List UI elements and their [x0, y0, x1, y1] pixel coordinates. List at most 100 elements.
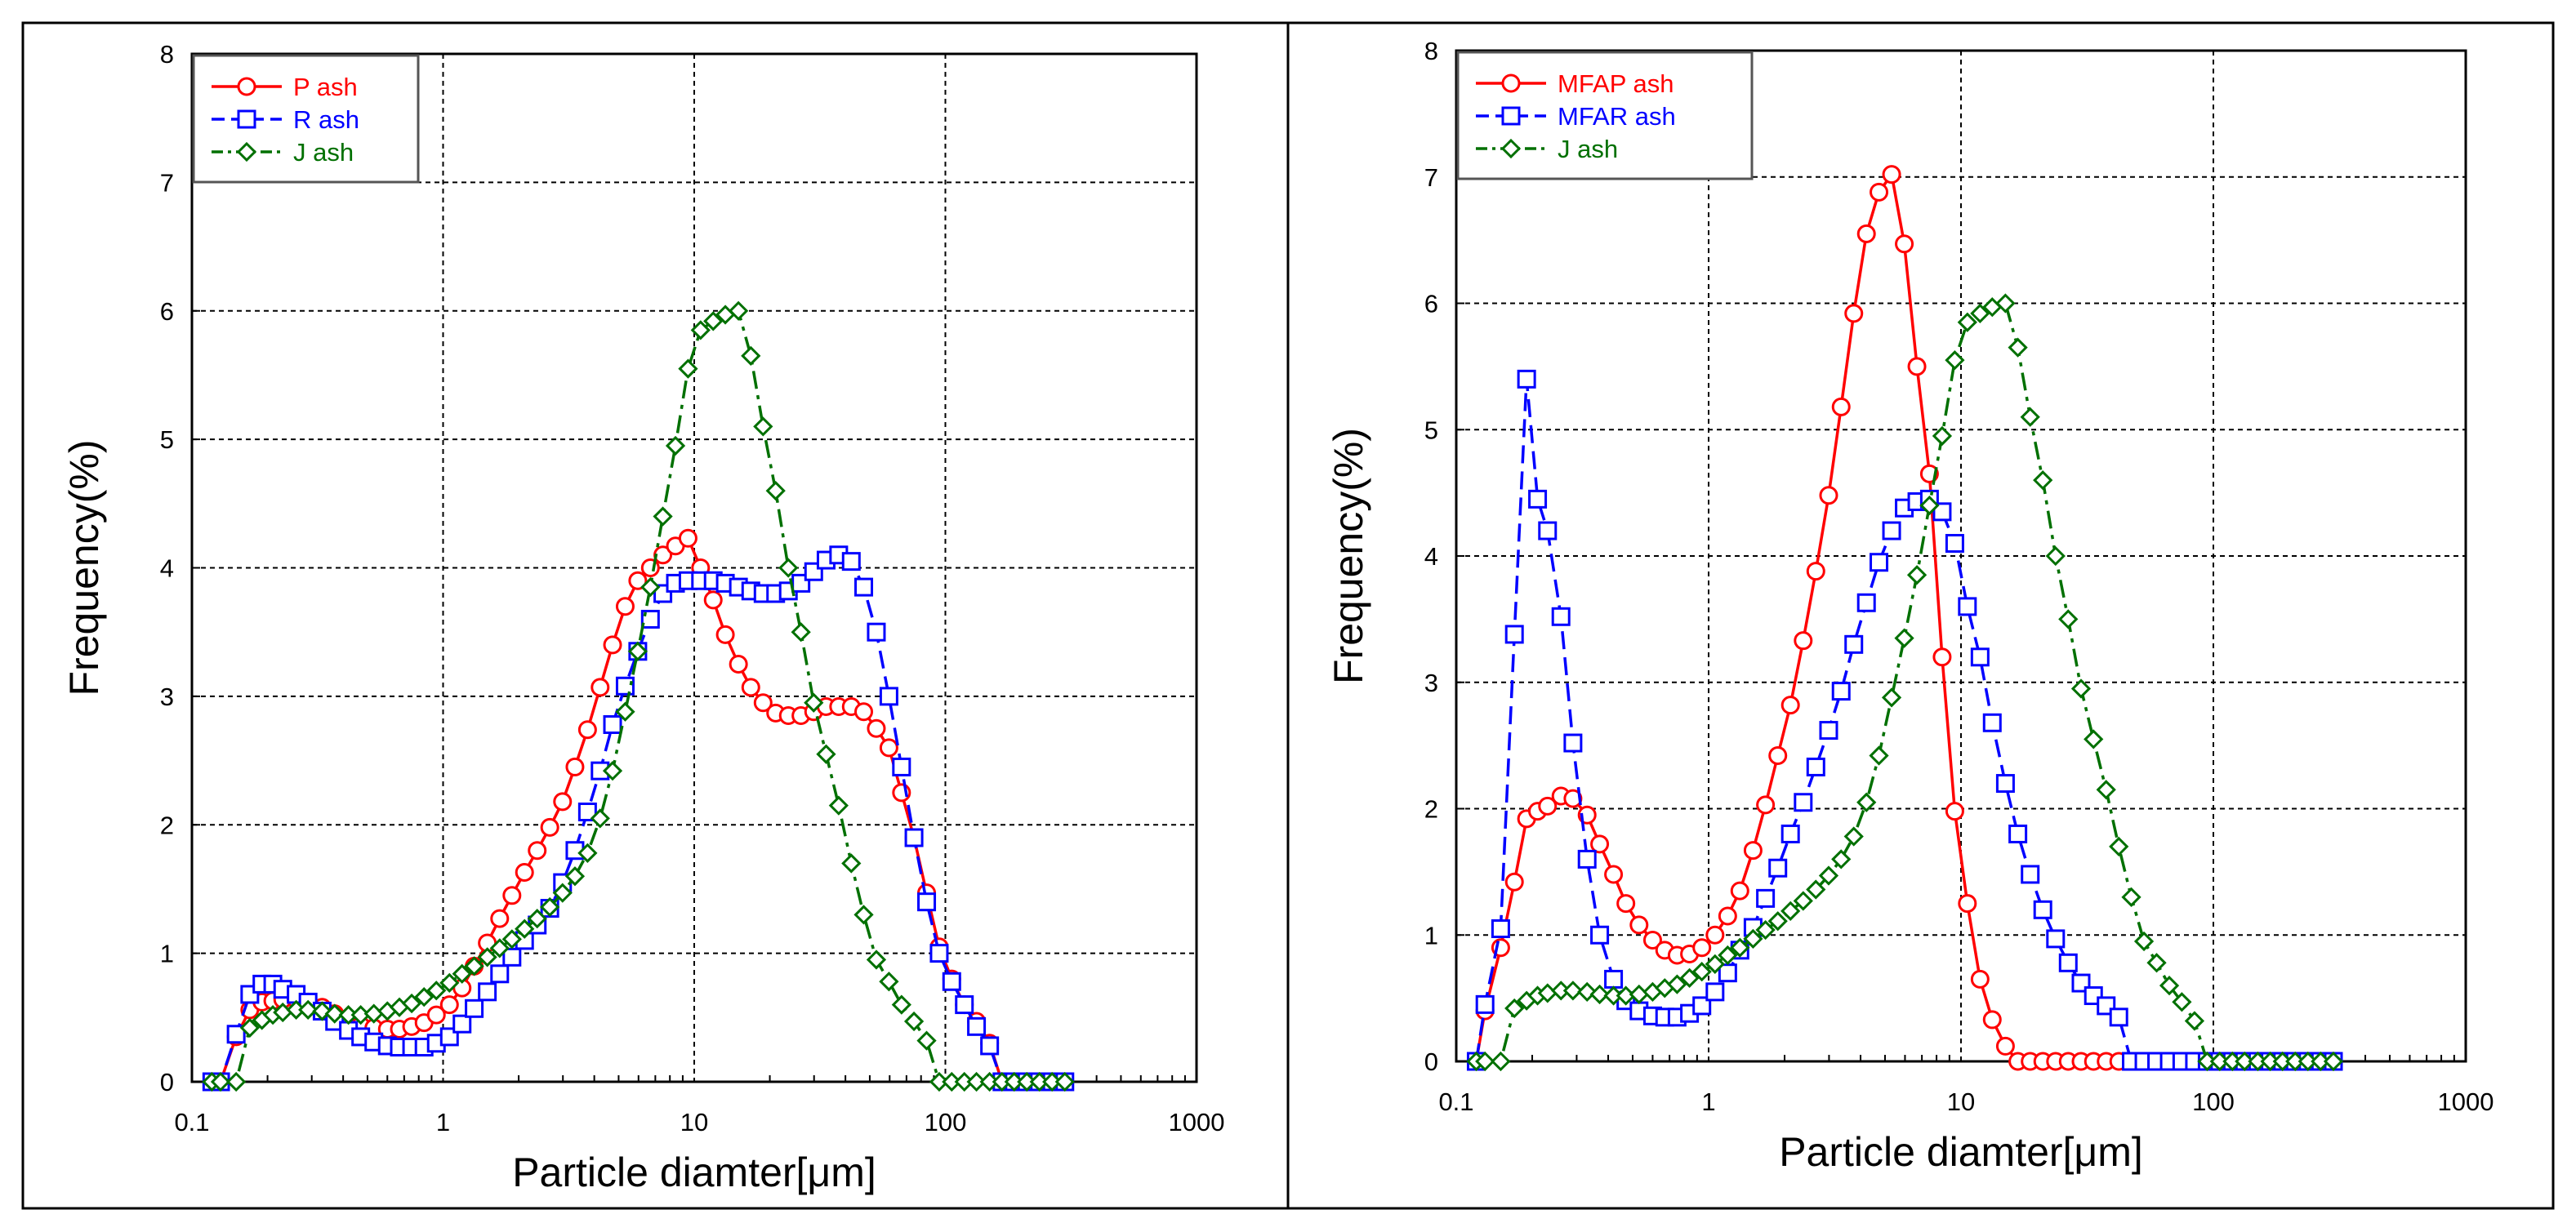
data-point [2109, 836, 2129, 857]
x-tick-label: 1000 [1169, 1108, 1225, 1136]
data-point [465, 998, 484, 1018]
data-point [452, 963, 472, 984]
data-point [866, 950, 887, 970]
legend-marker [1501, 106, 1521, 126]
data-point [627, 641, 648, 661]
data-point [324, 1003, 345, 1024]
x-axis-label: Particle diamter[μm] [1779, 1129, 2143, 1175]
y-tick-label: 0 [1424, 1047, 1438, 1076]
x-tick-label: 100 [2192, 1087, 2235, 1116]
data-point [1538, 521, 1558, 540]
data-point [2311, 1051, 2331, 1072]
data-point [553, 792, 573, 812]
data-point [891, 994, 911, 1015]
data-point [879, 972, 899, 992]
data-point [892, 757, 911, 776]
data-point [703, 590, 723, 610]
data-point [2172, 992, 2192, 1012]
data-point [741, 345, 761, 366]
data-point [2033, 900, 2052, 919]
y-tick-label: 4 [1424, 542, 1438, 571]
data-point [1616, 894, 1636, 914]
legend-marker [237, 77, 256, 96]
data-point [1844, 634, 1864, 654]
legend-label: MFAR ash [1558, 102, 1676, 131]
data-point [298, 999, 319, 1020]
data-point [2084, 729, 2104, 749]
data-point [1730, 937, 1750, 958]
data-point [1504, 998, 1525, 1019]
data-point [879, 738, 898, 758]
data-point [1894, 628, 1914, 648]
series-j-ash [202, 300, 1075, 1092]
data-point [1945, 802, 1964, 821]
data-point [1818, 865, 1839, 886]
legend-item: J ash [212, 138, 354, 167]
data-point [1563, 733, 1583, 753]
data-point [1743, 928, 1763, 950]
chart-panel-left: 0 1 2 3 4 5 6 7 8 0.1 1 10 100 1000 Particle diamter[μ… [61, 40, 1224, 1195]
data-point [1743, 841, 1763, 861]
legend: P ash R ash J ash [192, 54, 420, 184]
data-point [1882, 165, 1901, 185]
data-point [2121, 887, 2141, 907]
data-point [1819, 721, 1838, 741]
data-point [703, 311, 724, 331]
data-point [1819, 486, 1838, 505]
data-point [841, 853, 862, 874]
data-point [1517, 369, 1536, 389]
data-point [414, 987, 435, 1007]
data-point [1705, 982, 1725, 1002]
data-point [1705, 925, 1725, 945]
data-point [490, 964, 510, 984]
y-tick-label: 7 [160, 168, 174, 197]
chart-panel-right: 0 1 2 3 4 5 6 7 8 0.1 1 10 100 1000 Particle diamter[μ… [1326, 37, 2494, 1175]
data-point [1995, 774, 2015, 794]
data-point [778, 558, 799, 578]
data-point [841, 552, 861, 572]
data-point [1042, 1071, 1063, 1092]
data-point [1705, 954, 1725, 974]
legend-item: P ash [212, 73, 358, 101]
x-axis-label: Particle diamter[μm] [512, 1150, 876, 1195]
y-tick-label: 1 [160, 940, 174, 968]
y-axis-label: Frequency(%) [1326, 428, 1371, 684]
data-point [1945, 350, 1965, 371]
data-point [501, 929, 522, 950]
data-point [1718, 906, 1737, 926]
y-tick-label: 5 [1424, 416, 1438, 444]
data-point [489, 938, 510, 958]
data-point [903, 1011, 925, 1032]
data-point [1577, 849, 1597, 869]
data-point [1831, 849, 1852, 870]
data-point [2109, 1007, 2128, 1027]
data-point [1831, 397, 1851, 416]
y-axis-label: Frequency(%) [61, 440, 107, 696]
data-point [715, 625, 735, 644]
data-point [401, 993, 422, 1014]
y-tick-label: 5 [160, 425, 174, 454]
data-point [1054, 1071, 1075, 1092]
data-point [603, 714, 622, 734]
data-point [966, 1071, 987, 1092]
data-point [678, 528, 697, 548]
y-tick-label: 8 [1424, 37, 1438, 65]
data-point [1882, 521, 1901, 540]
data-point [210, 1071, 231, 1092]
x-tick-label: 10 [1947, 1087, 1975, 1116]
data-point [1957, 312, 1977, 332]
data-point [1958, 597, 1977, 616]
data-point [1491, 919, 1510, 939]
legend-box [192, 54, 420, 184]
data-point [929, 944, 949, 963]
data-point [1793, 891, 1813, 911]
data-point [729, 300, 749, 321]
data-point [1667, 974, 1687, 994]
data-point [464, 956, 484, 976]
data-point [1767, 911, 1788, 932]
data-point [1562, 981, 1584, 1001]
data-point [955, 995, 974, 1015]
data-point [1932, 425, 1953, 447]
data-point [1881, 687, 1902, 708]
